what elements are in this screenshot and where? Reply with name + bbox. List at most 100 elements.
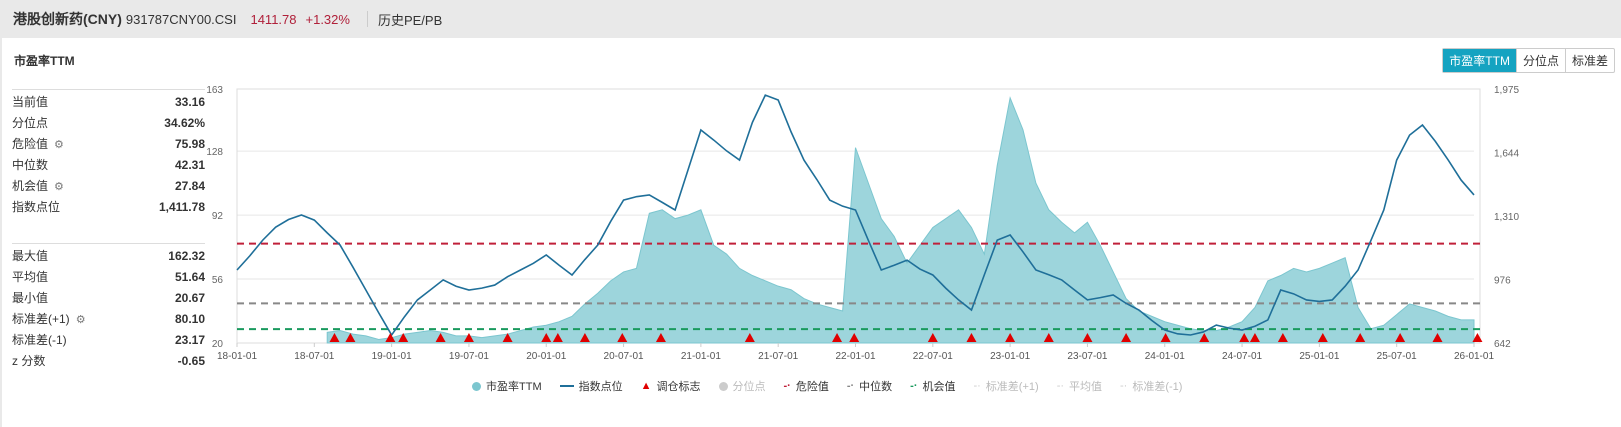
y-left-tick: 128 bbox=[206, 147, 223, 158]
x-tick-label: 23-07-01 bbox=[1067, 351, 1107, 362]
stat-row: 分位点 34.62% bbox=[12, 112, 205, 133]
y-right-tick: 976 bbox=[1494, 276, 1511, 287]
tab-pe-ttm[interactable]: 市盈率TTM bbox=[1443, 49, 1516, 72]
stat-row: 机会值 ⚙ 27.84 bbox=[12, 175, 205, 196]
x-tick-label: 21-01-01 bbox=[681, 351, 721, 362]
stat-row: 平均值 51.64 bbox=[12, 266, 205, 287]
stat-label-wrap: 最小值 bbox=[12, 289, 48, 306]
legend-label: 标准差(+1) bbox=[985, 381, 1039, 393]
stat-label-wrap: 分位点 bbox=[12, 114, 48, 131]
y-right-tick: 1,644 bbox=[1494, 149, 1519, 160]
stat-label-wrap: 当前值 bbox=[12, 93, 48, 110]
rebalance-marker bbox=[1355, 333, 1366, 342]
stat-value: 162.32 bbox=[168, 248, 205, 263]
legend-item[interactable]: ▲ 调仓标志 bbox=[641, 378, 701, 394]
legend-label: 平均值 bbox=[1069, 381, 1103, 393]
y-left-tick: 20 bbox=[212, 339, 224, 350]
x-tick-label: 18-07-01 bbox=[294, 351, 334, 362]
y-right-tick: 1,310 bbox=[1494, 212, 1519, 223]
stat-row: z 分数 -0.65 bbox=[12, 350, 205, 371]
stat-row: 当前值 33.16 bbox=[12, 91, 205, 112]
stat-label: 平均值 bbox=[12, 270, 49, 284]
legend-item[interactable]: -· 危险值 bbox=[784, 378, 829, 394]
stats-current: 当前值 33.16 分位点 34.62% 危险值 ⚙ 75.98 中位数 42.31 机会值 ⚙ 27… bbox=[12, 89, 205, 217]
legend-item[interactable]: -· 平均值 bbox=[1057, 378, 1102, 394]
stat-row: 标准差(-1) 23.17 bbox=[12, 329, 205, 350]
stat-value: -0.65 bbox=[177, 353, 205, 368]
stat-value: 34.62% bbox=[164, 115, 205, 130]
index-line bbox=[236, 94, 1475, 337]
rebalance-marker bbox=[1239, 333, 1250, 342]
legend-item[interactable]: -· 标准差(-1) bbox=[1120, 378, 1182, 394]
legend-label: 中位数 bbox=[859, 381, 893, 393]
gear-icon[interactable]: ⚙ bbox=[75, 314, 86, 326]
legend-symbol-icon: -· bbox=[973, 380, 981, 392]
gear-icon[interactable]: ⚙ bbox=[54, 139, 64, 151]
legend-label: 机会值 bbox=[922, 381, 956, 393]
rebalance-marker bbox=[655, 333, 666, 342]
gear-icon[interactable]: ⚙ bbox=[54, 181, 64, 193]
x-tick-label: 24-07-01 bbox=[1222, 351, 1262, 362]
legend-symbol-icon: -· bbox=[1120, 380, 1128, 392]
legend-symbol-icon: ▲ bbox=[640, 380, 652, 392]
stat-value: 42.31 bbox=[174, 157, 205, 172]
x-tick-label: 25-01-01 bbox=[1299, 351, 1339, 362]
stat-label-wrap: z 分数 bbox=[12, 352, 45, 369]
pe-panel: 市盈率TTM 市盈率TTM 分位点 标准差 当前值 33.16 分位点 34.62% 危… bbox=[2, 38, 1621, 427]
legend-item[interactable]: 市盈率TTM bbox=[472, 378, 542, 394]
rebalance-marker bbox=[385, 333, 396, 342]
rebalance-marker bbox=[345, 333, 356, 342]
stat-label-wrap: 指数点位 bbox=[12, 198, 60, 215]
stat-label-wrap: 平均值 bbox=[12, 268, 48, 285]
tab-stddev[interactable]: 标准差 bbox=[1564, 49, 1614, 72]
legend-item[interactable]: -· 机会值 bbox=[910, 378, 955, 394]
legend-item[interactable]: -· 中位数 bbox=[847, 378, 892, 394]
stat-value: 51.64 bbox=[174, 269, 205, 284]
x-tick-label: 24-01-01 bbox=[1145, 351, 1185, 362]
stat-label-wrap: 机会值 ⚙ bbox=[12, 177, 64, 194]
tab-percentile[interactable]: 分位点 bbox=[1515, 49, 1565, 72]
stat-row: 中位数 42.31 bbox=[12, 154, 205, 175]
stat-row: 指数点位 1,411.78 bbox=[12, 196, 205, 217]
pe-area bbox=[326, 96, 1475, 344]
rebalance-marker bbox=[744, 333, 755, 342]
view-toggle: 市盈率TTM 分位点 标准差 bbox=[1442, 48, 1615, 73]
stat-value: 27.84 bbox=[174, 178, 205, 193]
x-tick-label: 26-01-01 bbox=[1454, 351, 1494, 362]
stat-label: 指数点位 bbox=[12, 200, 61, 214]
legend-label: 调仓标志 bbox=[656, 381, 701, 393]
stat-label: 最小值 bbox=[12, 291, 49, 305]
stat-label: 标准差(-1) bbox=[12, 333, 67, 347]
x-tick-label: 20-07-01 bbox=[604, 351, 644, 362]
y-left-tick: 163 bbox=[206, 85, 223, 96]
legend-label: 指数点位 bbox=[578, 381, 623, 393]
stats-summary: 最大值 162.32 平均值 51.64 最小值 20.67 标准差(+1) ⚙ 80.10 标准… bbox=[12, 243, 205, 371]
legend-item[interactable]: 分位点 bbox=[718, 378, 766, 394]
legend-label: 标准差(-1) bbox=[1132, 381, 1183, 393]
y-left-tick: 92 bbox=[212, 211, 224, 222]
index-name: 港股创新药(CNY) bbox=[13, 11, 122, 27]
rebalance-marker bbox=[398, 333, 409, 342]
rebalance-marker bbox=[927, 333, 938, 342]
legend-item[interactable]: 指数点位 bbox=[559, 378, 623, 394]
legend-item[interactable]: -· 标准差(+1) bbox=[973, 378, 1038, 394]
stat-label: 最大值 bbox=[12, 249, 49, 263]
rebalance-marker bbox=[849, 333, 860, 342]
stat-label: z 分数 bbox=[12, 354, 46, 368]
stat-label-wrap: 中位数 bbox=[12, 156, 48, 173]
pe-chart: 20 56 92 128 163 642 976 1,310 1,644 1,975 18-01-0… bbox=[206, 85, 1519, 362]
y-right-tick: 1,975 bbox=[1494, 85, 1519, 96]
legend-label: 分位点 bbox=[732, 381, 766, 393]
rebalance-marker bbox=[1121, 333, 1132, 342]
rebalance-marker bbox=[502, 333, 513, 342]
legend-symbol-icon bbox=[718, 381, 728, 391]
history-pe-pb-link[interactable]: 历史PE/PB bbox=[377, 12, 443, 28]
rebalance-marker bbox=[617, 333, 628, 342]
stat-label-wrap: 危险值 ⚙ bbox=[12, 135, 64, 152]
legend-symbol-icon bbox=[472, 381, 481, 391]
header: 港股创新药(CNY) 931787CNY00.CSI 1411.78 +1.32… bbox=[0, 0, 1621, 38]
stat-row: 危险值 ⚙ 75.98 bbox=[12, 133, 205, 154]
rebalance-marker bbox=[1082, 333, 1093, 342]
panel-title: 市盈率TTM bbox=[14, 54, 75, 68]
stat-label: 危险值 bbox=[12, 137, 49, 151]
